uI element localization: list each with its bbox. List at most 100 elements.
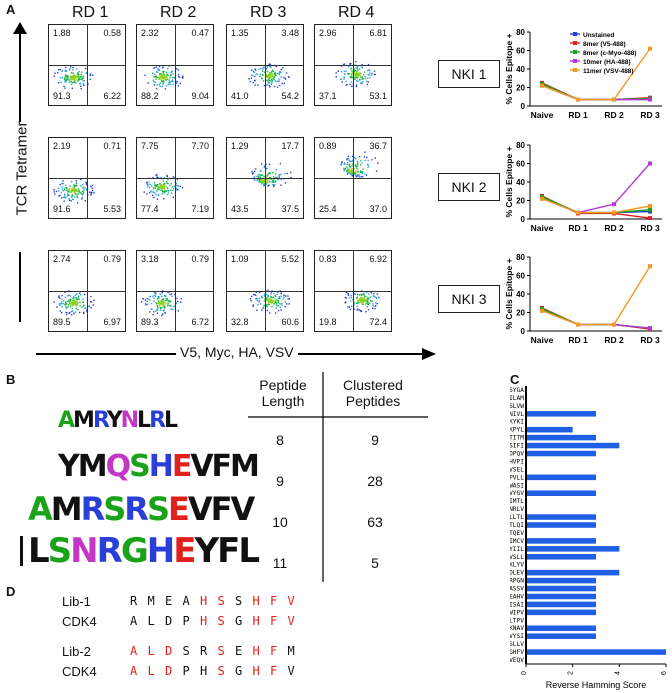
bar-category-label: FLPVTDASSV xyxy=(510,586,524,593)
flow-scatter xyxy=(140,290,182,317)
bar xyxy=(526,442,620,449)
residue: F xyxy=(270,594,278,608)
bar-category-label: HIYIGIIMCV xyxy=(510,538,524,545)
bar-category-label: SVLNYFKPYL xyxy=(510,427,524,434)
residue: S xyxy=(217,644,225,658)
flow-plot: 2.32 0.47 88.2 9.04 xyxy=(136,24,214,106)
residue: A xyxy=(130,664,138,678)
logo-letter: V xyxy=(187,490,213,528)
series-line xyxy=(541,265,651,326)
gate-line-horizontal xyxy=(137,178,213,179)
x-tick-label: RD 2 xyxy=(604,110,624,120)
alignment-label: CDK4 xyxy=(62,614,97,629)
residue: S xyxy=(217,664,225,678)
quadrant-value-lr: 60.6 xyxy=(281,317,299,327)
gate-line-horizontal xyxy=(227,65,303,66)
x-tick-label: RD 1 xyxy=(568,110,588,120)
quadrant-value-ur: 17.7 xyxy=(281,141,299,151)
bar xyxy=(526,522,596,528)
bar-category-label: NLNPNVDPQV xyxy=(510,451,524,458)
table-lines xyxy=(248,372,428,582)
gate-line-horizontal xyxy=(137,65,213,66)
logo-letter: N xyxy=(120,408,139,433)
gate-line-horizontal xyxy=(49,291,125,292)
logo-letter: A xyxy=(58,408,75,433)
bar-category-label: FALLQEEAHV xyxy=(510,593,524,600)
quadrant-value-ur: 0.79 xyxy=(103,254,121,264)
y-tick-label: 60 xyxy=(516,47,525,56)
round-header: RD 2 xyxy=(160,4,197,21)
series-point xyxy=(576,210,580,215)
logo-axis-bar xyxy=(20,536,23,566)
series-line xyxy=(541,308,651,329)
logo-letter: R xyxy=(124,490,149,528)
series-point xyxy=(648,216,652,221)
x-tick-label: Naive xyxy=(531,335,554,345)
residue: F xyxy=(270,614,278,628)
line-charts: 0 20 40 60 80 Naive RD 1 RD 2 RD 3 % Cells Epitop… xyxy=(504,28,662,345)
residue: D xyxy=(165,644,173,658)
residue: V xyxy=(287,594,295,608)
bar-category-label: KLYGLDWASI xyxy=(510,482,524,489)
gate-line-horizontal xyxy=(315,178,391,179)
y-tick-label: 20 xyxy=(516,197,525,206)
residue: H xyxy=(200,664,208,678)
table-length: 9 xyxy=(276,473,284,489)
legend-marker xyxy=(573,50,577,54)
series-point xyxy=(612,202,616,207)
quadrant-value-ul: 1.09 xyxy=(231,254,249,264)
sequence-logo: LSNRGHEYFL xyxy=(28,531,260,571)
gate-line-horizontal xyxy=(227,178,303,179)
table-length: 10 xyxy=(272,514,288,530)
quadrant-value-lr: 72.4 xyxy=(369,317,387,327)
quadrant-value-ll: 43.5 xyxy=(231,204,249,214)
bar xyxy=(526,577,596,584)
flow-scatter xyxy=(53,178,95,204)
gate-line-horizontal xyxy=(315,291,391,292)
bar-category-label: AVPYTILTPV xyxy=(510,617,524,624)
bar-category-label: FMTKINDLEV xyxy=(510,570,524,577)
bar-category-label: KLFEFLVYGV xyxy=(510,490,524,497)
residue: F xyxy=(270,644,278,658)
quadrant-value-ur: 0.58 xyxy=(103,28,121,38)
logo-letter: L xyxy=(164,408,178,433)
series-line xyxy=(541,309,651,329)
y-tick-label: 60 xyxy=(516,272,525,281)
quadrant-value-ur: 36.7 xyxy=(369,141,387,151)
quadrant-value-ul: 0.89 xyxy=(319,141,337,151)
bar-category-label: FNQLIYKLYV xyxy=(510,562,524,569)
residue: R xyxy=(200,644,208,658)
bar-category-label: RVLSHDSIFI xyxy=(510,443,524,450)
hamming-bar-chart: YLAPQESYGAYASSYIILAMWLIDMKSLVWVMLQIINIVL… xyxy=(510,386,668,690)
y-axis-label: % Cells Epitope + xyxy=(504,33,514,104)
quadrant-value-ll: 89.3 xyxy=(141,317,159,327)
flow-plot: 7.75 7.70 77.4 7.19 xyxy=(136,137,214,219)
flow-plot: 2.74 0.79 89.5 6.97 xyxy=(48,250,126,332)
residue: E xyxy=(235,644,243,658)
residue: M xyxy=(147,594,155,608)
logo-letter: Y xyxy=(194,531,219,571)
round-header: RD 1 xyxy=(72,4,109,21)
quadrant-value-ur: 6.81 xyxy=(369,28,387,38)
quadrant-value-ll: 41.0 xyxy=(231,91,249,101)
flow-plot: 3.18 0.79 89.3 6.72 xyxy=(136,250,214,332)
y-tick-label: 20 xyxy=(516,309,525,318)
bar xyxy=(526,546,620,552)
alignment-label: CDK4 xyxy=(62,664,97,679)
y-tick-label: 80 xyxy=(516,141,525,150)
bar-category-label: IQYLELNRLV xyxy=(510,506,524,513)
legend-label: 10mer (HA-488) xyxy=(583,59,631,66)
line-chart: 0 20 40 60 80 Naive RD 1 RD 2 RD 3 % Cells Epitop… xyxy=(504,141,662,233)
logo-letter: Y xyxy=(58,449,80,484)
bar xyxy=(526,601,596,608)
residue: H xyxy=(252,644,260,658)
residue: M xyxy=(287,644,295,658)
quadrant-value-lr: 37.5 xyxy=(281,204,299,214)
bar xyxy=(526,554,596,560)
series-point xyxy=(612,210,616,215)
logo-letter: F xyxy=(210,490,233,528)
round-header: RD 4 xyxy=(338,4,375,21)
x-tick-label: 4 xyxy=(614,671,621,675)
quadrant-value-ul: 1.88 xyxy=(53,28,71,38)
logo-letter: S xyxy=(103,490,126,528)
